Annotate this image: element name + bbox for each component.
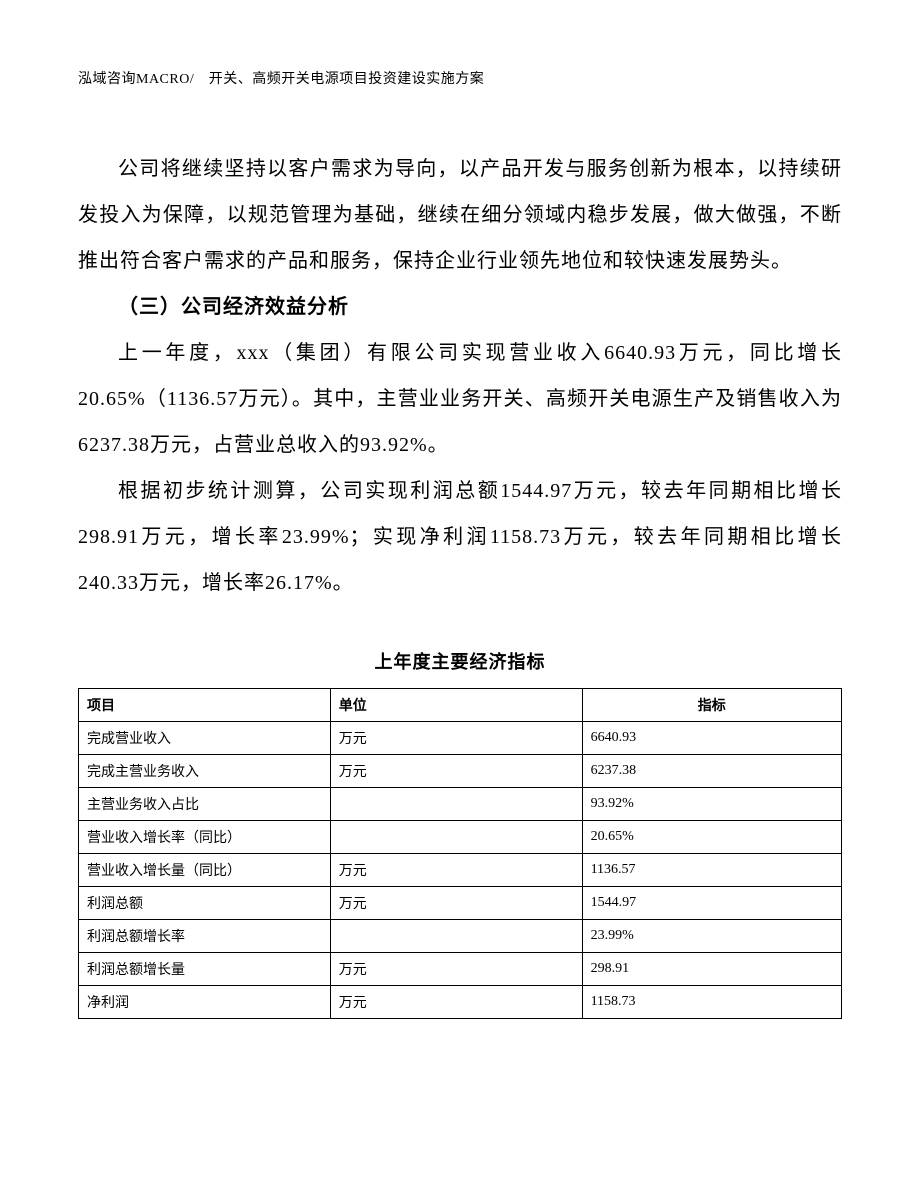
table-row: 利润总额增长率 23.99% [79, 920, 842, 953]
paragraph-2: 上一年度，xxx（集团）有限公司实现营业收入6640.93万元，同比增长20.6… [78, 330, 842, 468]
table-row: 利润总额增长量 万元 298.91 [79, 953, 842, 986]
cell-indicator: 6640.93 [582, 722, 841, 755]
cell-project: 营业收入增长率（同比） [79, 821, 331, 854]
cell-indicator: 1544.97 [582, 887, 841, 920]
cell-indicator: 298.91 [582, 953, 841, 986]
economic-indicators-table: 项目 单位 指标 完成营业收入 万元 6640.93 完成主营业务收入 万元 6… [78, 688, 842, 1019]
paragraph-3: 根据初步统计测算，公司实现利润总额1544.97万元，较去年同期相比增长298.… [78, 468, 842, 606]
table-row: 完成主营业务收入 万元 6237.38 [79, 755, 842, 788]
table-row: 利润总额 万元 1544.97 [79, 887, 842, 920]
cell-unit [330, 788, 582, 821]
header-unit: 单位 [330, 689, 582, 722]
cell-unit: 万元 [330, 722, 582, 755]
cell-indicator: 23.99% [582, 920, 841, 953]
cell-indicator: 1136.57 [582, 854, 841, 887]
table-row: 营业收入增长率（同比） 20.65% [79, 821, 842, 854]
cell-project: 营业收入增长量（同比） [79, 854, 331, 887]
cell-indicator: 20.65% [582, 821, 841, 854]
cell-project: 利润总额增长率 [79, 920, 331, 953]
cell-unit [330, 821, 582, 854]
header-indicator: 指标 [582, 689, 841, 722]
cell-project: 完成营业收入 [79, 722, 331, 755]
table-row: 完成营业收入 万元 6640.93 [79, 722, 842, 755]
cell-indicator: 6237.38 [582, 755, 841, 788]
table-title: 上年度主要经济指标 [78, 648, 842, 674]
cell-unit: 万元 [330, 887, 582, 920]
cell-indicator: 93.92% [582, 788, 841, 821]
cell-indicator: 1158.73 [582, 986, 841, 1019]
cell-unit: 万元 [330, 755, 582, 788]
header-project: 项目 [79, 689, 331, 722]
paragraph-1: 公司将继续坚持以客户需求为导向，以产品开发与服务创新为根本，以持续研发投入为保障… [78, 146, 842, 284]
table-header-row: 项目 单位 指标 [79, 689, 842, 722]
cell-unit: 万元 [330, 854, 582, 887]
table-row: 主营业务收入占比 93.92% [79, 788, 842, 821]
table-row: 营业收入增长量（同比） 万元 1136.57 [79, 854, 842, 887]
cell-project: 净利润 [79, 986, 331, 1019]
cell-project: 利润总额增长量 [79, 953, 331, 986]
table-row: 净利润 万元 1158.73 [79, 986, 842, 1019]
cell-project: 利润总额 [79, 887, 331, 920]
cell-unit: 万元 [330, 953, 582, 986]
cell-project: 完成主营业务收入 [79, 755, 331, 788]
section-heading: （三）公司经济效益分析 [78, 284, 842, 330]
cell-unit [330, 920, 582, 953]
cell-project: 主营业务收入占比 [79, 788, 331, 821]
cell-unit: 万元 [330, 986, 582, 1019]
page-header: 泓域咨询MACRO/ 开关、高频开关电源项目投资建设实施方案 [78, 68, 842, 88]
